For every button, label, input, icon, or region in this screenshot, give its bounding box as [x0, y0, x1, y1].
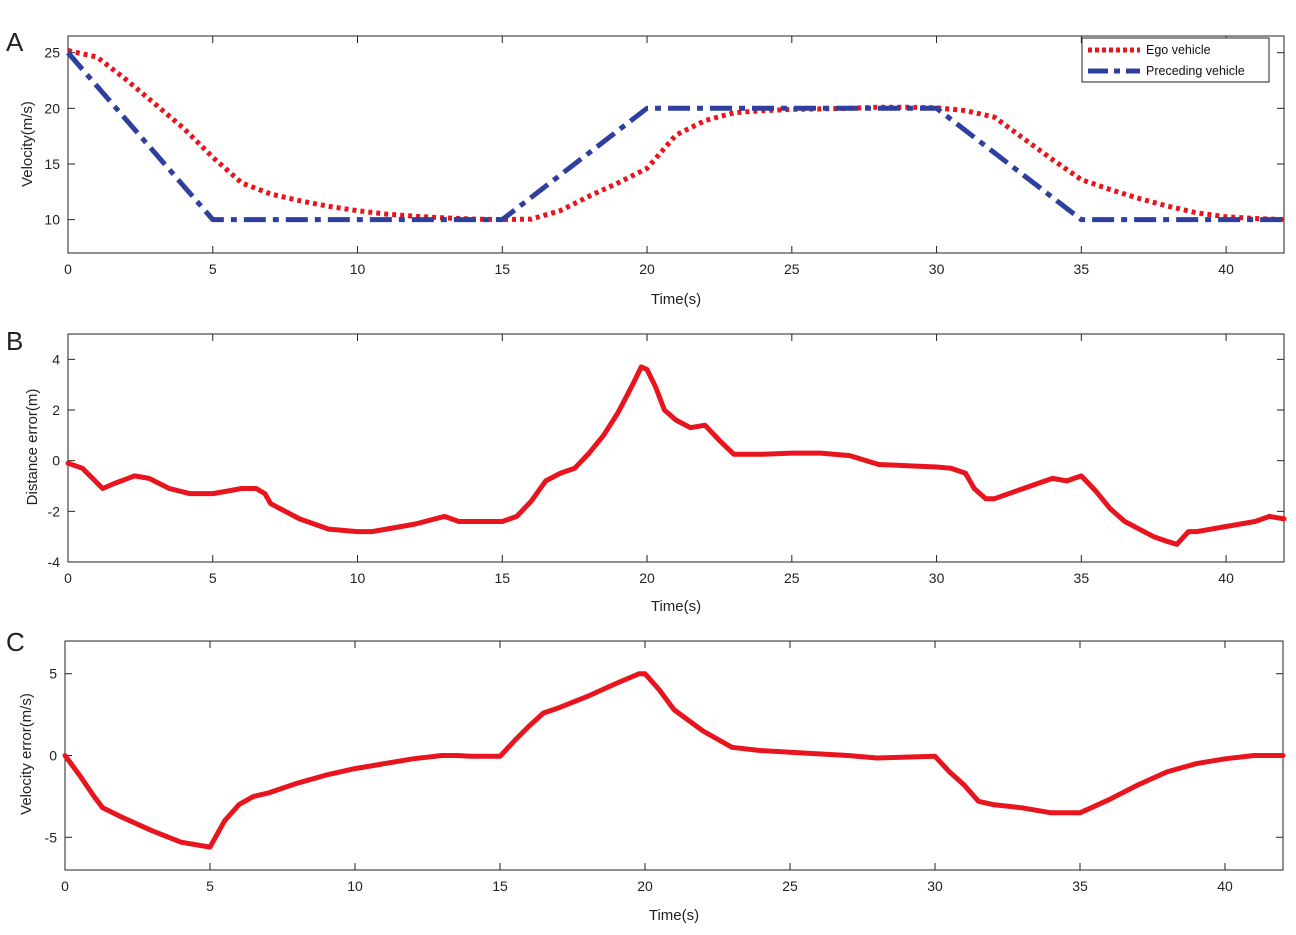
- legend-label-preceding: Preceding vehicle: [1146, 64, 1245, 78]
- x-tick-label: 25: [784, 261, 800, 277]
- panel-a: A 0 5 10 15 20 25 30 35 40 10 15 20 25 Time(s) Veloc…: [6, 27, 1285, 308]
- panel-b-ticks: 0 5 10 15 20 25 30 35 40 -4 -2 0 2 4: [48, 334, 1284, 586]
- panel-b-series: [65, 364, 1287, 547]
- y-tick-label: 20: [44, 100, 60, 116]
- x-tick-label: 35: [1074, 261, 1090, 277]
- x-tick-label: 5: [206, 878, 214, 894]
- x-tick-label: 30: [927, 878, 943, 894]
- panel-c-ylabel: Velocity error(m/s): [18, 693, 35, 815]
- panel-b-axes-box: [67, 333, 1285, 563]
- y-tick-label: 25: [44, 45, 60, 61]
- panel-a-series: [66, 48, 1285, 223]
- panel-c-series: [62, 671, 1286, 850]
- y-tick-label: 15: [44, 156, 60, 172]
- y-tick-label: -2: [48, 503, 61, 519]
- legend-label-ego: Ego vehicle: [1146, 43, 1211, 57]
- x-tick-label: 40: [1217, 878, 1233, 894]
- y-tick-label: 2: [52, 402, 60, 418]
- y-tick-label: 10: [44, 212, 60, 228]
- x-tick-label: 15: [494, 261, 510, 277]
- panel-b: B 0 5 10 15 20 25 30 35 40 -4 -2 0 2 4 Time(s) Distan…: [6, 326, 1287, 615]
- x-tick-label: 5: [209, 570, 217, 586]
- x-tick-label: 10: [350, 570, 366, 586]
- y-tick-label: 4: [52, 351, 60, 367]
- x-tick-label: 35: [1072, 878, 1088, 894]
- panel-a-ylabel: Velocity(m/s): [19, 101, 36, 187]
- panel-a-ticks: 0 5 10 15 20 25 30 35 40 10 15 20 25: [44, 36, 1284, 277]
- x-tick-label: 15: [494, 570, 510, 586]
- panel-b-letter: B: [6, 326, 23, 356]
- x-tick-label: 35: [1074, 570, 1090, 586]
- y-tick-label: 0: [49, 748, 57, 764]
- x-tick-label: 20: [639, 261, 655, 277]
- panel-a-axes-box: [67, 35, 1285, 254]
- panel-c: C 0 5 10 15 20 25 30 35 40 -5 0 5 Time(s) Velocity …: [6, 627, 1286, 924]
- x-tick-label: 30: [929, 570, 945, 586]
- x-tick-label: 40: [1218, 261, 1234, 277]
- x-tick-label: 10: [350, 261, 366, 277]
- x-tick-label: 0: [64, 261, 72, 277]
- y-tick-label: 5: [49, 666, 57, 682]
- panel-b-xlabel: Time(s): [651, 598, 701, 615]
- panel-a-xlabel: Time(s): [651, 291, 701, 308]
- y-tick-label: -5: [45, 829, 58, 845]
- x-tick-label: 5: [209, 261, 217, 277]
- legend: Ego vehicle Preceding vehicle: [1081, 37, 1270, 83]
- panel-c-xlabel: Time(s): [649, 907, 699, 924]
- x-tick-label: 0: [64, 570, 72, 586]
- x-tick-label: 20: [637, 878, 653, 894]
- x-tick-label: 15: [492, 878, 508, 894]
- series-line-error: [62, 671, 1286, 850]
- x-tick-label: 20: [639, 570, 655, 586]
- series-line-preceding-vehicle: [66, 51, 1284, 223]
- series-line-error: [65, 364, 1287, 547]
- y-tick-label: 0: [52, 453, 60, 469]
- panel-b-ylabel: Distance error(m): [24, 389, 41, 506]
- panel-c-axes-box: [64, 640, 1284, 871]
- x-tick-label: 30: [929, 261, 945, 277]
- x-tick-label: 25: [782, 878, 798, 894]
- x-tick-label: 10: [347, 878, 363, 894]
- x-tick-label: 0: [61, 878, 69, 894]
- legend-box: [1081, 37, 1270, 83]
- panel-a-letter: A: [6, 27, 24, 57]
- x-tick-label: 25: [784, 570, 800, 586]
- panel-c-letter: C: [6, 627, 25, 657]
- panel-c-ticks: 0 5 10 15 20 25 30 35 40 -5 0 5: [45, 641, 1283, 894]
- y-tick-label: -4: [48, 554, 61, 570]
- x-tick-label: 40: [1218, 570, 1234, 586]
